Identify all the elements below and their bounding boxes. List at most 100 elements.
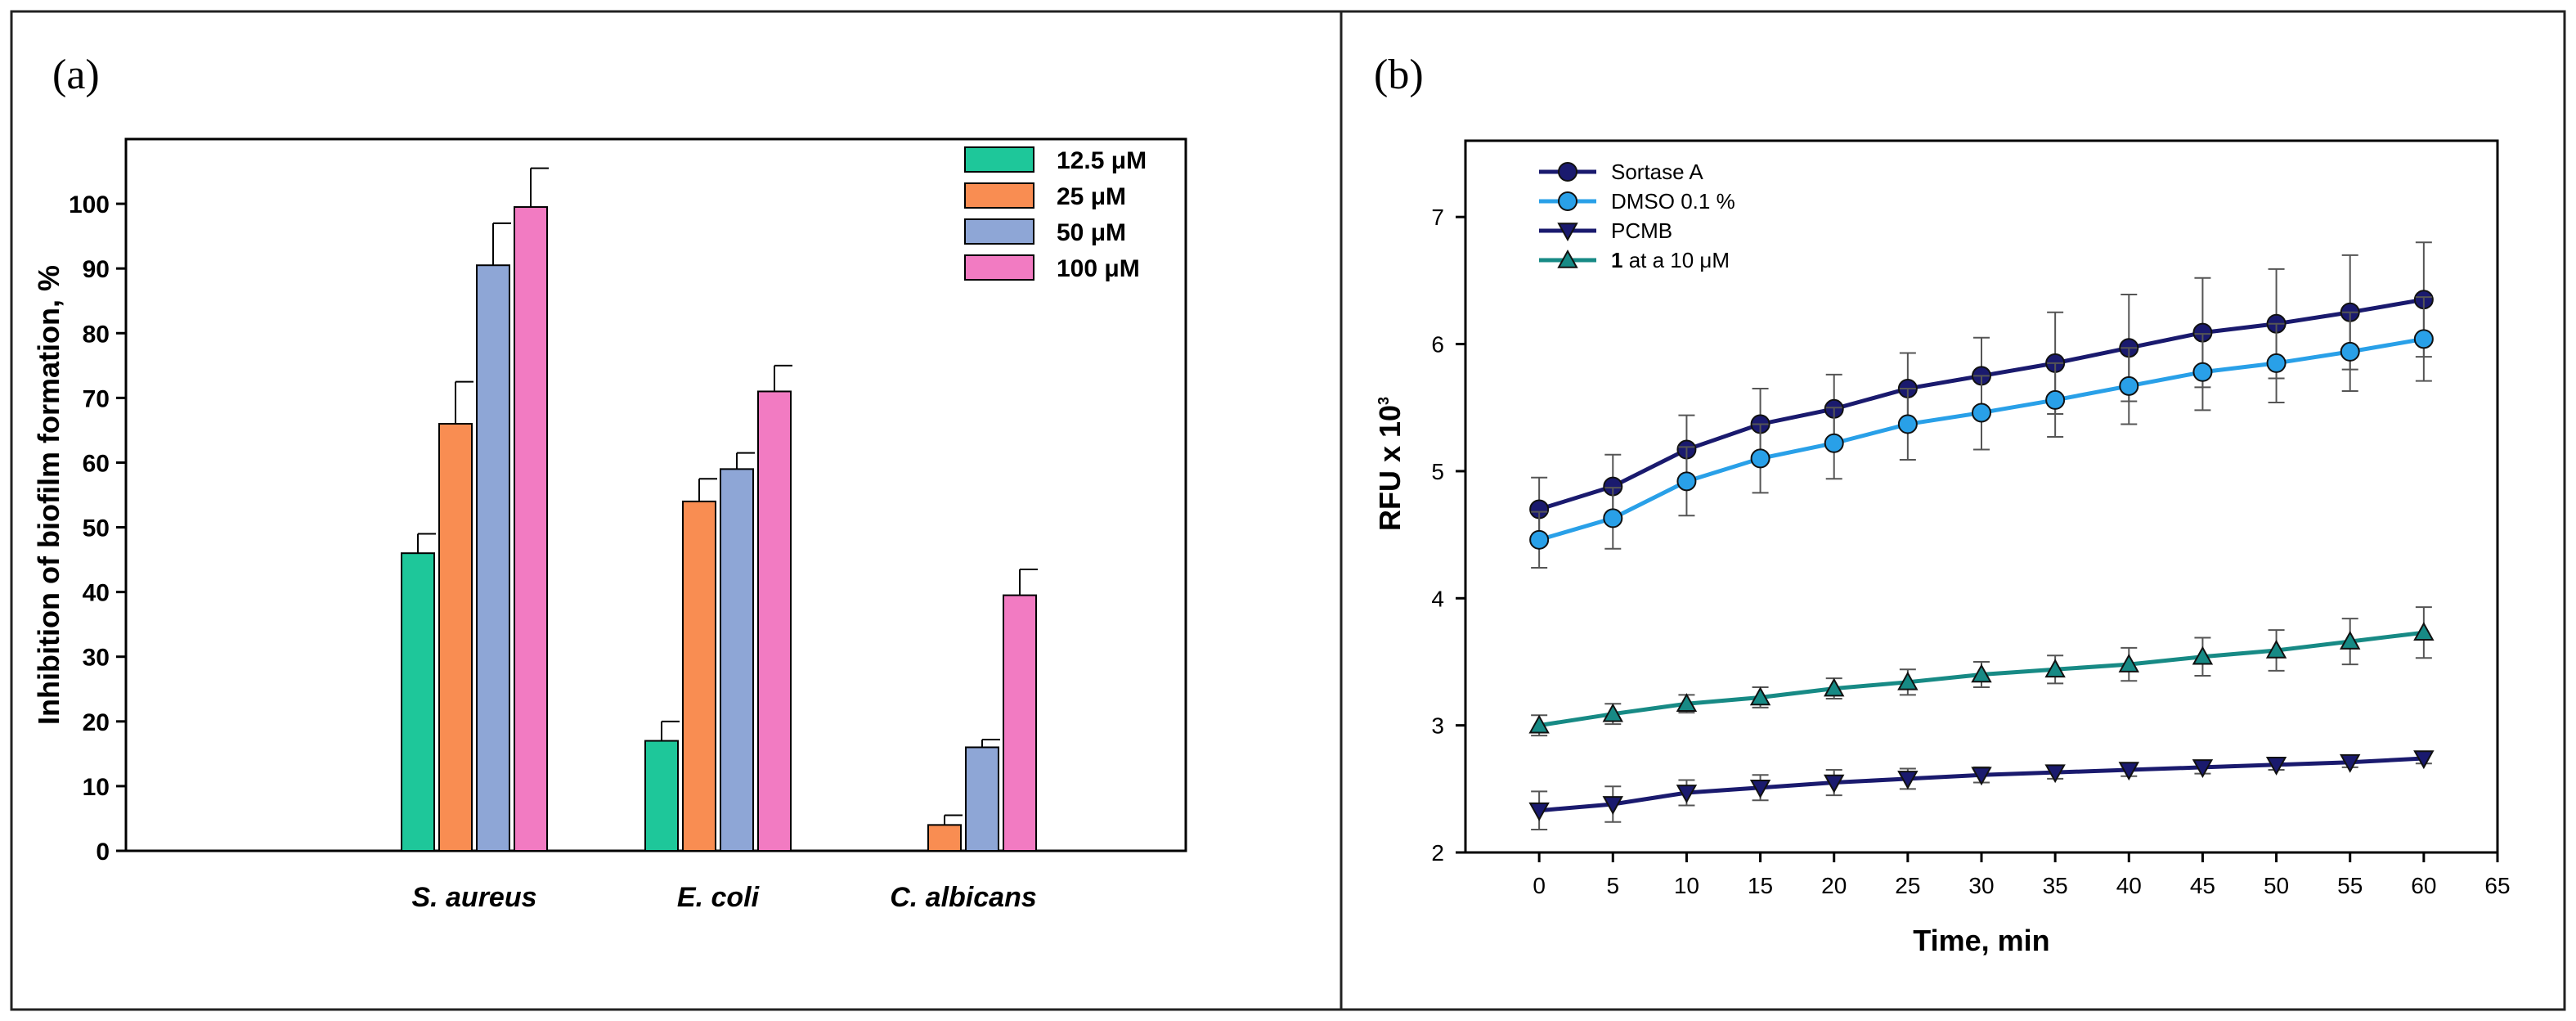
- biofilm-bar-chart: 0 10 20 30 40 50 60 70 80 90 100 S. aureus E. coli C…: [32, 137, 1187, 913]
- point-1-at-a-10-m: [1602, 703, 1623, 722]
- b-y-axis-title-sup: 3: [1376, 397, 1392, 405]
- point-dmso-0-1: [2266, 353, 2287, 373]
- point-1-at-a-10-m: [1897, 671, 1919, 690]
- a-y-tick-label: 90: [83, 256, 110, 283]
- point-pcmb: [2413, 750, 2435, 770]
- b-y-tick-label: 6: [1431, 332, 1444, 358]
- a-y-axis-title: Inhibition of biofilm formation, %: [32, 265, 65, 725]
- legend-label-25-m: 25 μM: [1057, 183, 1126, 210]
- legend-swatch-100-m: [964, 254, 1034, 281]
- legend-marker-1-at-a-10-m: [1557, 249, 1578, 268]
- a-y-tick-label: 0: [96, 839, 110, 866]
- b-legend: Sortase A DMSO 0.1 % PCMB 1 at a 10 μM: [1539, 160, 1735, 272]
- b-y-ticks: 2 3 4 5 6 7: [1431, 205, 1465, 866]
- bar-s-aureus-12-5-m: [401, 552, 435, 852]
- series-pcmb: [1528, 750, 2435, 831]
- b-y-tick-label: 2: [1431, 840, 1444, 866]
- point-dmso-0-1: [1972, 403, 1991, 423]
- point-1-at-a-10-m: [2413, 622, 2435, 641]
- point-dmso-0-1: [2045, 389, 2066, 410]
- point-pcmb: [2192, 759, 2214, 778]
- point-1-at-a-10-m: [2044, 659, 2066, 678]
- legend-swatch-25-m: [964, 182, 1034, 209]
- bar-c-albicans-100-m: [1003, 594, 1037, 852]
- bar-c-albicans-25-m: [927, 824, 962, 852]
- point-1-at-a-10-m: [1676, 693, 1698, 713]
- point-1-at-a-10-m: [2192, 645, 2214, 665]
- b-x-tick-label: 20: [1821, 873, 1847, 898]
- point-1-at-a-10-m: [2265, 639, 2287, 659]
- legend-label-pcmb: PCMB: [1611, 218, 1672, 243]
- a-y-tick-label: 20: [83, 709, 110, 736]
- point-pcmb: [2265, 757, 2287, 776]
- b-x-tick-label: 45: [2190, 873, 2215, 898]
- point-dmso-0-1: [2192, 362, 2213, 382]
- legend-label-1-at-a-10-m: 1 at a 10 μM: [1611, 248, 1730, 272]
- bar-e-coli-12-5-m: [644, 740, 679, 852]
- b-x-tick-label: 15: [1748, 873, 1773, 898]
- b-x-tick-label: 40: [2116, 873, 2142, 898]
- panel-b-letter: (b): [1374, 52, 1424, 98]
- b-x-tick-label: 30: [1968, 873, 1994, 898]
- category-label-s-aureus: S. aureus: [411, 882, 536, 913]
- point-pcmb: [1897, 771, 1919, 789]
- bar-e-coli-100-m: [757, 390, 792, 852]
- point-dmso-0-1: [2413, 329, 2434, 349]
- series-dmso-0-1: [1529, 296, 2434, 569]
- point-1-at-a-10-m: [1749, 686, 1771, 706]
- b-x-tick-label: 10: [1674, 873, 1699, 898]
- point-1-at-a-10-m: [1824, 677, 1845, 697]
- a-y-tick-label: 100: [69, 191, 110, 218]
- b-x-tick-label: 55: [2337, 873, 2363, 898]
- bar-c-albicans-50-m: [965, 746, 999, 852]
- b-y-axis-title-main: RFU x 10: [1373, 405, 1407, 531]
- point-pcmb: [1749, 779, 1771, 798]
- point-dmso-0-1: [1529, 529, 1550, 550]
- point-pcmb: [1602, 796, 1623, 816]
- point-1-at-a-10-m: [2118, 654, 2139, 672]
- point-dmso-0-1: [1897, 414, 1918, 434]
- point-1-at-a-10-m: [2340, 631, 2361, 650]
- legend-label-rest-part: at a 10 μM: [1622, 248, 1730, 272]
- legend-marker-sortase-a: [1558, 162, 1577, 182]
- a-y-tick-label: 60: [83, 450, 110, 477]
- category-label-c-albicans: C. albicans: [890, 882, 1037, 913]
- a-category-labels: S. aureus E. coli C. albicans: [411, 882, 1036, 913]
- a-y-tick-label: 50: [83, 515, 110, 542]
- point-pcmb: [2340, 753, 2361, 773]
- legend-label-bold-part: 1: [1611, 248, 1622, 272]
- point-pcmb: [1528, 802, 1550, 821]
- a-legend: 12.5 μM 25 μM 50 μM 100 μM: [964, 146, 1147, 282]
- series-1-at-a-10-m: [1528, 606, 2435, 737]
- a-y-tick-label: 70: [83, 385, 110, 412]
- legend-swatch-12-5-m: [964, 146, 1034, 173]
- point-pcmb: [2118, 762, 2139, 781]
- b-x-axis-title: Time, min: [1913, 924, 2049, 957]
- bar-s-aureus-25-m: [438, 423, 473, 852]
- point-pcmb: [1971, 767, 1992, 786]
- point-dmso-0-1: [1824, 433, 1844, 453]
- point-dmso-0-1: [2119, 376, 2139, 396]
- b-y-tick-label: 4: [1431, 586, 1444, 611]
- legend-swatch-50-m: [964, 218, 1034, 245]
- figure-frame: [10, 10, 2566, 1011]
- category-label-e-coli: E. coli: [677, 882, 761, 913]
- b-x-tick-label: 5: [1606, 873, 1619, 898]
- b-y-tick-label: 7: [1431, 205, 1444, 230]
- b-x-tick-label: 35: [2043, 873, 2068, 898]
- point-dmso-0-1: [2340, 341, 2360, 362]
- b-x-tick-label: 60: [2411, 873, 2436, 898]
- point-1-at-a-10-m: [1971, 663, 1992, 683]
- a-y-tick-label: 40: [83, 580, 110, 607]
- legend-label-sortase-a: Sortase A: [1611, 160, 1703, 184]
- legend-label-12-5-m: 12.5 μM: [1057, 147, 1147, 174]
- point-dmso-0-1: [1676, 471, 1697, 492]
- bar-e-coli-25-m: [682, 500, 716, 852]
- bar-s-aureus-100-m: [514, 206, 548, 852]
- bar-e-coli-50-m: [720, 468, 754, 852]
- legend-marker-dmso-0-1: [1558, 191, 1577, 211]
- point-pcmb: [2044, 764, 2066, 784]
- point-pcmb: [1824, 774, 1845, 794]
- b-x-ticks: 0 5 10 15 20 25 30 35 40 45 50 55 60 65: [1533, 852, 2511, 898]
